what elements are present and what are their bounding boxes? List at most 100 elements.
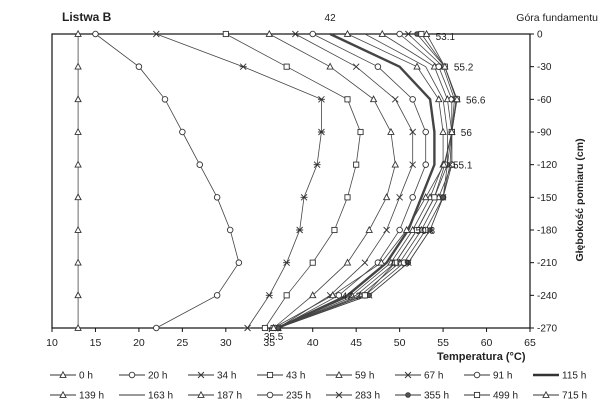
point-34h-8 [265,292,273,299]
series-line-20h [95,33,240,329]
legend-marker-283h [335,391,343,399]
point-715h-1 [441,62,449,70]
legend-label-67h: 67 h [424,371,443,382]
point-0h-9 [74,323,82,331]
legend-item-91h: 91 h [464,371,512,382]
point-43h-3 [357,128,364,136]
annotation-4: 56 [461,128,473,139]
legend-marker-187h [197,390,205,398]
x-tick-label-55: 55 [437,337,449,349]
point-235h-0 [396,30,403,38]
legend-label-91h: 91 h [493,371,512,382]
legend-marker-0h [59,370,67,378]
point-715h-8 [328,291,337,299]
annotation-5: 55.1 [453,161,473,172]
legend-item-67h: 67 h [395,371,443,382]
point-715h-2 [453,95,461,103]
y-tick-label-180: -180 [537,226,557,237]
point-59h-1 [326,62,334,70]
point-715h-3 [448,127,456,135]
point-715h-7 [377,258,386,266]
series-line-67h [277,33,414,329]
x-tick-label-20: 20 [133,337,145,349]
series-34h [152,30,325,332]
legend-item-187h: 187 h [188,391,242,402]
legend-item-283h: 283 h [326,391,380,402]
x-tick-label-60: 60 [481,337,493,349]
point-283h-0 [405,30,412,38]
legend-marker-43h [266,371,274,379]
point-0h-4 [74,160,82,168]
point-20h-0 [92,30,99,38]
point-59h-3 [387,127,395,135]
legend-item-163h: 163 h [119,391,173,402]
series-715h [269,29,461,331]
point-20h-8 [213,292,221,299]
point-67h-7 [361,259,369,266]
legend-marker-139h [59,390,67,398]
point-20h-2 [161,96,169,103]
legend-label-187h: 187 h [217,391,242,402]
point-43h-6 [331,226,338,234]
point-139h-2 [434,95,443,103]
point-139h-3 [439,127,447,135]
legend-label-0h: 0 h [79,371,93,382]
point-67h-2 [391,96,399,103]
legend-item-235h: 235 h [257,391,311,402]
point-20h-6 [226,226,234,234]
point-34h-2 [317,96,325,103]
point-59h-7 [343,258,352,266]
series-115h [277,32,436,330]
y-tick-label-270: -270 [537,324,557,335]
series-20h [92,30,243,332]
point-355h-7 [405,259,412,266]
point-20h-9 [153,324,160,332]
series-line-43h [225,33,361,329]
point-715h-0 [422,29,431,37]
point-91h-2 [409,96,416,103]
annotation-6: 50.8 [416,226,436,237]
series-layer [74,29,461,332]
tick-layer: 10 15 20 25 30 35 40 45 50 55 60 65 0 -30 -60 -90 -120 -1… [46,30,557,350]
series-line-163h [277,33,448,329]
legend-item-59h: 59 h [326,371,374,382]
point-59h-0 [265,29,274,37]
legend-label-139h: 139 h [79,391,104,402]
point-67h-3 [409,128,416,136]
point-715h-5 [421,193,430,201]
x-tick-label-10: 10 [46,337,58,349]
legend-marker-20h [128,371,136,379]
point-67h-0 [292,30,299,38]
legend-marker-355h [405,392,411,398]
point-43h-1 [283,63,290,70]
legend-marker-91h [473,371,481,379]
y-tick-label-210: -210 [537,258,557,269]
series-line-59h [269,33,396,329]
legend-marker-715h [542,390,550,398]
series-line-91h [277,33,427,329]
annotation-0: 42 [325,13,337,24]
point-715h-6 [402,225,411,233]
point-59h-4 [391,160,400,168]
point-499h-5 [431,194,438,201]
point-43h-8 [283,292,290,299]
legend-label-59h: 59 h [355,371,374,382]
series-line-715h [273,33,458,329]
legend-item-43h: 43 h [257,371,305,382]
y-tick-label-30: -30 [537,62,552,73]
point-34h-7 [283,259,291,266]
legend-item-115h: 115 h [533,371,586,382]
legend-label-34h: 34 h [217,371,236,382]
legend-label-355h: 355 h [424,391,449,402]
point-67h-1 [352,63,360,70]
point-499h-7 [392,259,399,266]
y-axis-label: Głębokość pomiaru (cm) [574,138,586,261]
y-tick-label-150: -150 [537,193,557,204]
x-tick-label-35: 35 [263,337,275,349]
point-67h-4 [409,161,416,168]
legend-label-499h: 499 h [493,391,518,402]
annotation-8: 42.3 [342,291,362,302]
legend-marker-235h [266,391,274,399]
point-715h-4 [440,160,448,168]
annotation-3: 56.6 [466,95,486,106]
